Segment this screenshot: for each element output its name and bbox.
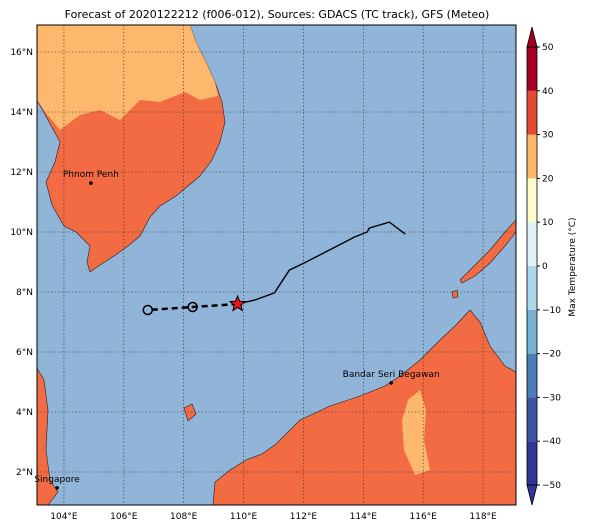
- land-borneo: [212, 309, 517, 506]
- lon-tick-label: 116°E: [410, 512, 438, 522]
- colorbar-tick-label: 20: [542, 174, 554, 184]
- lon-tick-label: 110°E: [230, 512, 258, 522]
- current-position-star: [228, 294, 247, 312]
- colorbar: −50 −40 −30 −20 −10 0 10 20 30 40 50: [526, 26, 561, 506]
- city-dot: [389, 381, 393, 385]
- city-dot: [55, 486, 59, 490]
- colorbar-tick-label: −50: [542, 481, 561, 491]
- island: [183, 403, 197, 422]
- lon-tick-label: 112°E: [290, 512, 318, 522]
- colorbar-tick-label: −40: [542, 437, 561, 447]
- colorbar-bin: [527, 441, 537, 485]
- lon-tick-label: 108°E: [170, 512, 198, 522]
- lat-tick-label: 8°N: [16, 288, 33, 298]
- city-label: Singapore: [34, 475, 80, 485]
- lon-tick-label: 104°E: [50, 512, 78, 522]
- colorbar-bin: [527, 134, 537, 179]
- forecast-point: [142, 304, 154, 316]
- colorbar-extend-bottom: [526, 484, 538, 506]
- colorbar-tick-label: −10: [542, 306, 561, 316]
- lat-tick-label: 12°N: [10, 168, 33, 178]
- lat-tick-label: 4°N: [16, 408, 33, 418]
- past-track: [237, 221, 406, 305]
- colorbar-tick-label: 50: [542, 43, 554, 53]
- colorbar-extend-top: [526, 26, 538, 48]
- lon-tick-label: 114°E: [350, 512, 378, 522]
- colorbar-bin: [527, 397, 537, 442]
- colorbar-bin: [527, 309, 537, 354]
- colorbar-bin: [527, 178, 537, 223]
- lat-tick-label: 16°N: [10, 48, 33, 58]
- overlay: Phnom Penh Bandar Seri Begawan Singapore: [34, 170, 440, 490]
- colorbar-bin: [527, 222, 537, 266]
- city-dot: [89, 181, 93, 185]
- colorbar-tick-label: 0: [542, 262, 548, 272]
- colorbar-tick-label: 40: [542, 87, 554, 97]
- lon-tick-label: 118°E: [469, 512, 497, 522]
- lat-tick-label: 2°N: [16, 468, 33, 478]
- title: Forecast of 2020122212 (f006-012), Sourc…: [65, 8, 490, 21]
- colorbar-bin: [527, 353, 537, 398]
- colorbar-bin: [527, 90, 537, 135]
- map-area: Phnom Penh Bandar Seri Begawan Singapore: [34, 24, 517, 506]
- colorbar-bin: [527, 266, 537, 310]
- city-label: Bandar Seri Begawan: [343, 370, 440, 380]
- graticule: [37, 25, 516, 505]
- colorbar-tick-label: −20: [542, 350, 561, 360]
- colorbar-label: Max Temperature (°C): [568, 217, 578, 316]
- colorbar-tick-label: −30: [542, 393, 561, 403]
- land-highlands: [37, 25, 218, 130]
- lat-tick-label: 10°N: [10, 228, 33, 238]
- city-label: Phnom Penh: [63, 170, 119, 180]
- lat-tick-label: 6°N: [16, 348, 33, 358]
- colorbar-bin: [527, 47, 537, 91]
- map-frame: [36, 24, 517, 506]
- colorbar-tick-label: 30: [542, 131, 554, 141]
- forecast-track: [147, 302, 238, 312]
- lon-tick-label: 106°E: [110, 512, 138, 522]
- colorbar-tick-label: 10: [542, 218, 554, 228]
- forecast-point: [187, 301, 198, 313]
- lat-tick-label: 14°N: [10, 108, 33, 118]
